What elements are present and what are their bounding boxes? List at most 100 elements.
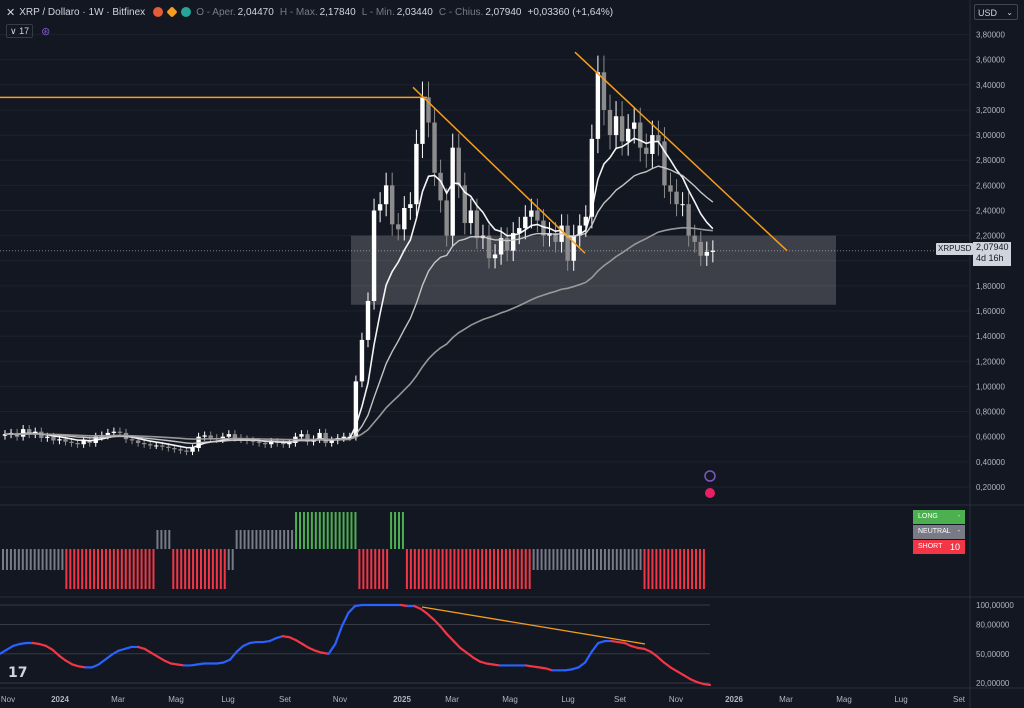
short-count: 10 [949,542,960,552]
oscillator-segment [419,607,429,615]
candle-body [402,207,407,230]
candle-body [492,254,498,259]
oscillator-segment [623,641,633,648]
oscillator-segment [689,677,698,684]
candle-body [81,440,86,445]
alert-icon[interactable] [166,6,178,18]
time-tick-label: Nov [1,695,15,704]
trendlines[interactable] [0,51,788,498]
oscillator-segment [261,639,271,644]
candle-body [390,185,395,225]
candle-body [583,216,588,226]
candle-body [698,241,703,256]
symbol-name[interactable]: XRP / Dollaro · 1W · Bitfinex [19,6,146,18]
oscillator-segment [485,662,495,666]
oscillator-segment [288,636,297,642]
oscillator-segment [281,635,291,639]
time-tick-label: Mag [502,695,518,704]
oscillator-segment [268,637,278,643]
candle-body [444,200,449,236]
close-icon[interactable]: ✕ [6,6,16,19]
price-tick-label: 2,80000 [976,156,1005,165]
price-change: +0,03360 (+1,64%) [527,6,614,18]
oscillator-segment [340,611,350,628]
oscillator-segment [123,645,133,650]
candle-body [317,432,322,440]
descending-trendline [412,86,586,254]
candle-body [45,436,50,438]
candle-body [57,439,62,441]
oscillator-segment [564,668,574,672]
last-price-label: 2,07940 4d 16h [973,242,1011,266]
bar-countdown: 4d 16h [976,253,1004,263]
candle-body [2,434,8,436]
high-value: 2,17840 [319,6,356,18]
currency-select[interactable]: USD ⌄ [974,4,1018,20]
time-tick-label: Lug [561,695,574,704]
oscillator-segment [275,635,284,640]
candle-body [148,444,153,446]
chevron-down-icon: ⌄ [1006,8,1013,17]
candle-body [69,441,74,443]
candle-body [305,434,310,442]
oscillator-segment [524,664,534,668]
oscillator-segment [656,655,666,664]
oscillator-segment [77,665,87,669]
indicator-icon[interactable]: ⊛ [41,25,51,38]
candle-body [450,147,455,236]
candle-body [323,432,328,443]
candle-body [208,435,213,438]
tradingview-logo[interactable]: 17 [8,665,28,681]
candle-body [408,204,413,208]
candle-body [63,439,68,442]
candle-body [87,440,92,443]
candle-body [692,235,697,242]
candle-body [414,143,419,205]
oscillator-segment [669,666,679,673]
candle-body [329,440,334,443]
flag-us-icon [705,488,715,498]
candle-body [111,431,117,433]
candle-body [571,235,576,261]
candle-body [269,441,274,445]
flag-icon[interactable] [153,7,164,17]
oscillator-segment [222,658,232,664]
candle-body [202,435,207,437]
candle-body [619,116,625,142]
oscillator-segment [215,661,225,665]
signal-histogram [2,512,705,589]
oscillator-segment [472,656,482,663]
oscillator-segment [294,638,304,646]
candle-body [535,210,540,221]
candle-body [504,238,510,251]
candle-body [662,141,667,186]
time-axis[interactable]: Nov 2024 Mar Mag Lug Set Nov 2025 Mar Mag Lug Set No… [1,695,966,704]
indicator-row: ∨ 17 ⊛ [6,24,50,38]
market-status-icon[interactable] [181,7,192,17]
oscillator-segment [491,663,501,667]
candle-body [220,436,225,440]
candle-body [553,233,558,242]
lightning-icon [704,470,716,482]
oscillator-panel: 100,00000 80,00000 50,00000 20,00000 [0,601,1014,688]
oscillator-segment [353,603,363,608]
time-tick-label: Lug [894,695,907,704]
indicator-toggle-button[interactable]: ∨ 17 [6,24,34,38]
price-tick-label: 3,00000 [976,131,1005,140]
oscillator-segment [143,647,153,654]
oscillator-segment [452,639,462,650]
symbol-header: ✕ XRP / Dollaro · 1W · Bitfinex O - Aper… [0,0,970,24]
candle-body [299,434,304,437]
candle-body [383,185,389,205]
oscillator-segment [301,642,311,650]
oscillator-segment [570,666,580,671]
candle-body [105,432,111,436]
candle-body [75,442,80,445]
price-tick-label: 3,60000 [976,56,1005,65]
long-count: - [957,513,960,520]
oscillator-segment [71,663,80,668]
oscillator-segment [465,651,475,659]
oscillator-segment [90,663,100,669]
long-row: LONG - [913,510,965,524]
